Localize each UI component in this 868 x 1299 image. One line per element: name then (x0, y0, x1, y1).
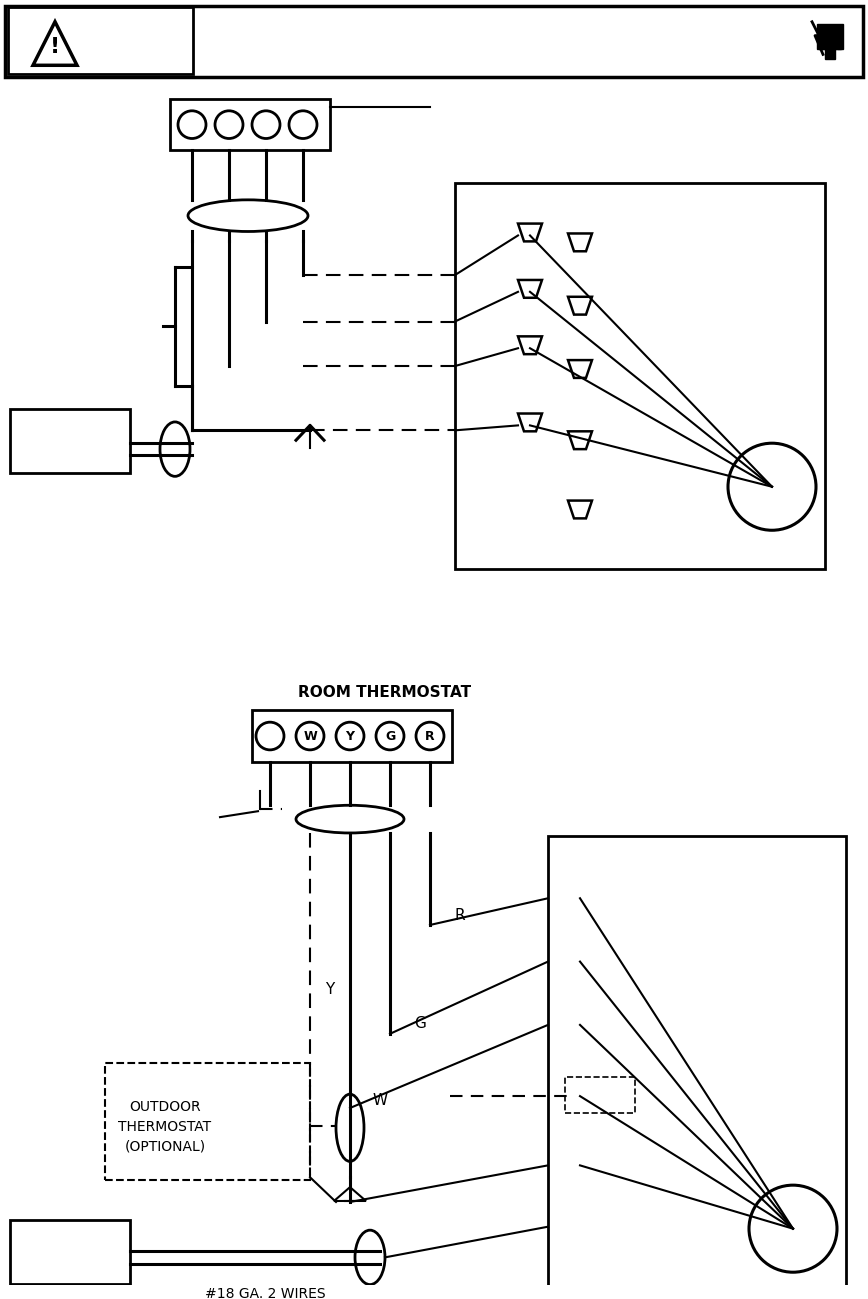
Text: R: R (455, 908, 465, 922)
Bar (5, 6, 863, 77)
Bar (170, 99, 330, 151)
Ellipse shape (160, 422, 190, 477)
Bar (565, 1077, 635, 1113)
Polygon shape (518, 223, 542, 242)
Text: OUTDOOR
THERMOSTAT
(OPTIONAL): OUTDOOR THERMOSTAT (OPTIONAL) (118, 1100, 212, 1154)
Text: G: G (385, 730, 395, 743)
Bar (837, 38, 841, 49)
Ellipse shape (336, 1094, 364, 1161)
Ellipse shape (355, 1230, 385, 1285)
Bar (825, 38, 830, 49)
Bar (831, 38, 836, 49)
Bar (10, 1220, 130, 1285)
Bar (105, 1064, 310, 1181)
Polygon shape (518, 281, 542, 297)
Text: W: W (372, 1092, 388, 1108)
Bar (10, 409, 130, 473)
Bar (548, 837, 846, 1291)
Polygon shape (518, 336, 542, 355)
Text: Y: Y (326, 982, 335, 996)
Polygon shape (518, 413, 542, 431)
Text: ROOM THERMOSTAT: ROOM THERMOSTAT (299, 685, 471, 700)
Text: G: G (414, 1016, 426, 1031)
Polygon shape (33, 22, 77, 65)
Bar (252, 711, 452, 761)
Text: Y: Y (345, 730, 354, 743)
Text: W: W (303, 730, 317, 743)
Polygon shape (568, 296, 592, 314)
Polygon shape (568, 431, 592, 449)
Polygon shape (568, 234, 592, 251)
Text: #18 GA. 2 WIRES: #18 GA. 2 WIRES (205, 1287, 326, 1299)
Bar (8, 6, 193, 74)
Bar (455, 183, 825, 569)
Polygon shape (817, 23, 843, 60)
Polygon shape (568, 500, 592, 518)
Text: !: ! (50, 38, 60, 57)
Text: R: R (425, 730, 435, 743)
Bar (819, 38, 824, 49)
Polygon shape (568, 360, 592, 378)
